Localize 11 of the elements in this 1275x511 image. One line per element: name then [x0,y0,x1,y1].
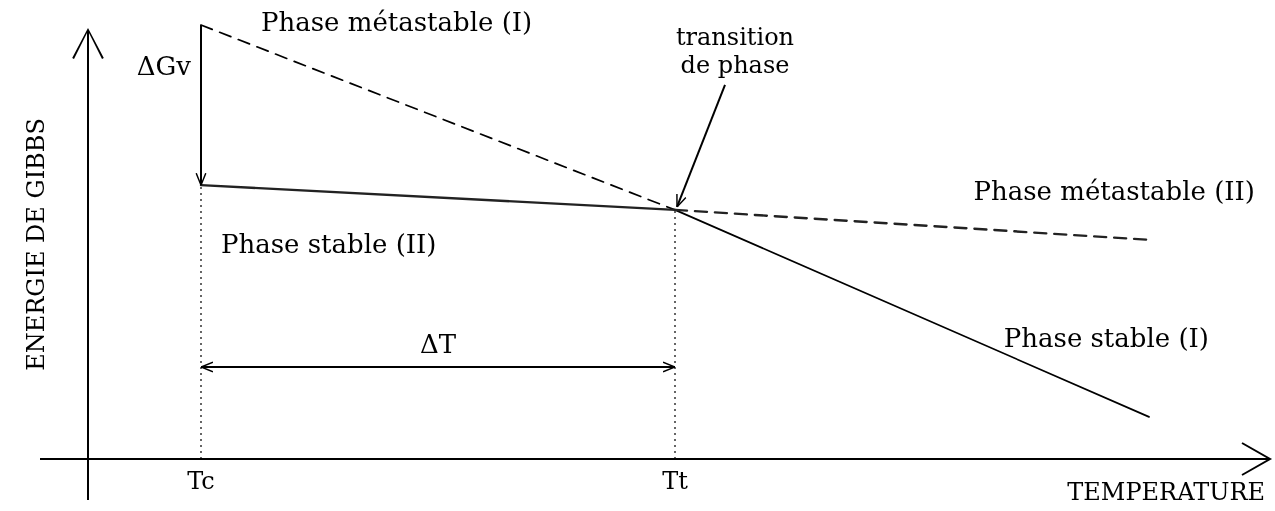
annotation: ΔT [419,329,457,359]
series-label: Phase métastable (II) [973,175,1255,206]
series-label: Phase stable (I) [1003,322,1209,353]
annotation: ΔGv [136,51,192,82]
y-axis-title: ENERGIE DE GIBBS [22,118,50,371]
series-label: Phase métastable (I) [261,7,533,37]
annotation: transition de phase [675,22,795,79]
x-tick-label: Tc [187,467,215,495]
x-axis-title: TEMPERATURE [1067,478,1265,506]
x-tick-label: Tt [662,467,689,495]
series-label: Phase stable (II) [221,229,437,260]
